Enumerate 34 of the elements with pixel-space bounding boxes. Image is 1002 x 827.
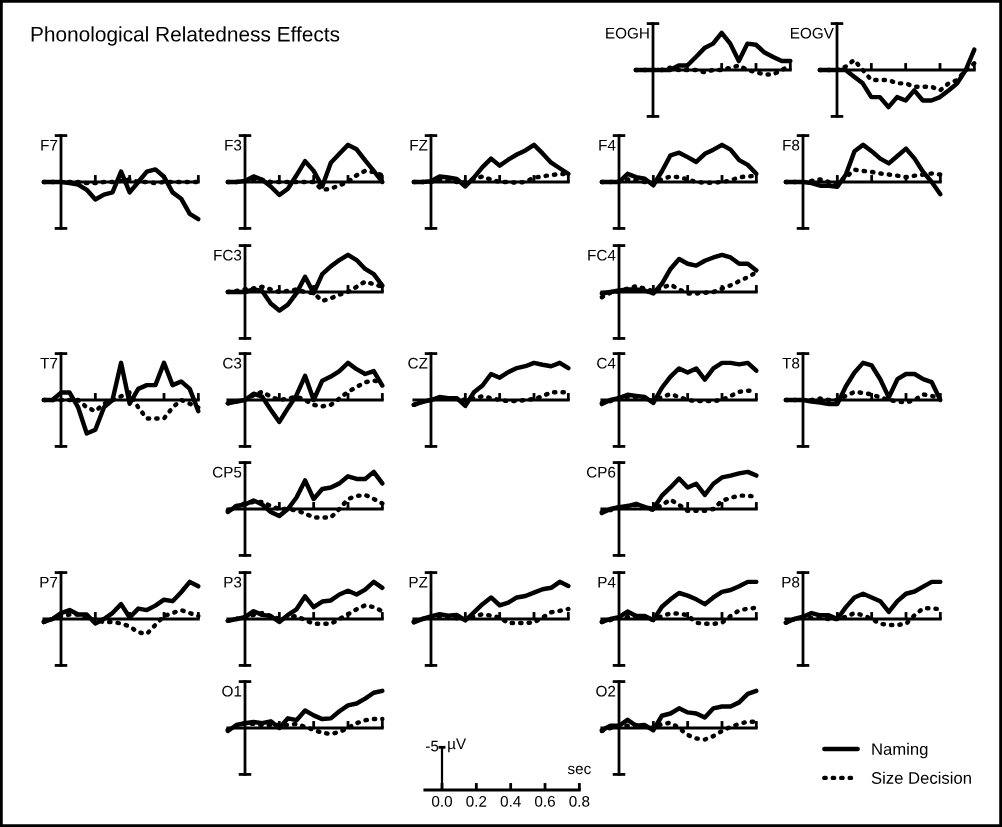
y-axis-title: EOGH: [606, 27, 649, 39]
x-tick-label: 0.6: [535, 795, 555, 807]
y-axis-title: F4: [599, 139, 616, 151]
y-axis-title: F7: [41, 139, 58, 151]
y-axis-title: T7: [40, 357, 58, 369]
y-axis-title: T8: [782, 357, 800, 369]
legend-label: Size Decision: [871, 771, 971, 784]
y-axis-title: P4: [598, 576, 616, 588]
y-axis-title: O1: [222, 685, 242, 697]
y-axis-title: C3: [223, 357, 242, 369]
x-tick-label: 0.0: [431, 795, 453, 807]
x-tick-label: 0.4: [500, 795, 521, 807]
y-axis-title: P8: [782, 576, 800, 588]
y-axis-title: CP5: [212, 466, 242, 478]
text: Phonological Relatedness Effects: [31, 26, 340, 46]
y-axis-title: F3: [225, 139, 242, 151]
y-axis-title: FC3: [214, 249, 242, 261]
y-axis-title: FC4: [588, 249, 616, 261]
y-axis-title: O2: [596, 685, 616, 697]
y-axis-title: P3: [224, 576, 242, 588]
y-axis-title: FZ: [410, 139, 428, 151]
x-axis-title: sec: [567, 765, 591, 775]
y-axis-title: F8: [783, 139, 800, 151]
annotation: -5: [426, 740, 439, 752]
y-axis-title: CP6: [586, 466, 616, 478]
x-tick-label: 0.8: [569, 795, 590, 807]
y-axis-title: P7: [40, 576, 58, 588]
annotation: µV: [448, 738, 467, 753]
y-axis-title: C4: [597, 357, 616, 369]
y-axis-title: CZ: [408, 357, 428, 369]
legend-label: Naming: [872, 742, 928, 759]
y-axis-title: PZ: [409, 576, 428, 588]
y-axis-title: EOGV: [791, 27, 834, 39]
x-tick-label: 0.2: [466, 795, 487, 807]
